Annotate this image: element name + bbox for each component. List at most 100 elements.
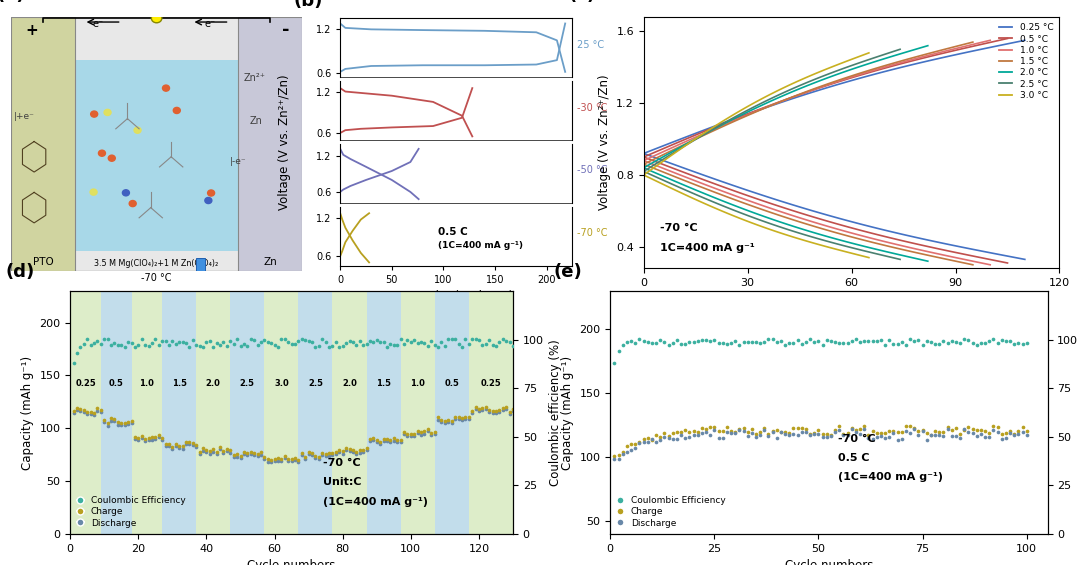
Point (997, 337, 1014, 346)
Point (835, 431, 852, 440)
Point (153, 337, 171, 346)
Bar (195, 259, 205, 279)
Point (454, 343, 471, 352)
Point (229, 452, 246, 461)
Point (814, 340, 832, 349)
Point (487, 341, 504, 350)
Point (307, 454, 324, 463)
Bar (401, 291, 434, 534)
Point (327, 337, 345, 346)
Point (92, 407, 109, 416)
Point (334, 447, 351, 456)
Point (477, 403, 495, 412)
Circle shape (91, 111, 97, 117)
Point (96, 418, 113, 427)
Point (71, 343, 89, 352)
Point (793, 424, 810, 433)
Point (897, 340, 915, 349)
Point (848, 425, 865, 434)
X-axis label: Capacity (mAh g⁻¹): Capacity (mAh g⁻¹) (400, 290, 513, 303)
Point (245, 335, 262, 344)
Point (215, 446, 232, 455)
Point (610, 455, 627, 464)
Point (801, 431, 819, 440)
Text: -70 °C: -70 °C (838, 433, 875, 444)
Point (806, 429, 823, 438)
Point (906, 425, 923, 434)
Point (927, 431, 944, 440)
Point (943, 425, 960, 434)
Y-axis label: Voltage (V vs. Zn²⁺/Zn): Voltage (V vs. Zn²⁺/Zn) (597, 75, 610, 211)
Point (873, 335, 890, 344)
Point (212, 443, 229, 452)
Point (664, 338, 681, 347)
Point (918, 428, 935, 437)
Point (164, 444, 181, 453)
Point (727, 337, 744, 346)
Point (885, 426, 902, 435)
Point (734, 338, 752, 347)
Point (756, 424, 773, 433)
Point (487, 406, 504, 415)
Point (123, 416, 140, 425)
Text: |-e⁻: |-e⁻ (230, 158, 246, 167)
Point (450, 340, 468, 349)
Point (868, 428, 886, 437)
Point (768, 433, 785, 442)
Point (902, 422, 919, 431)
Point (256, 453, 273, 462)
Point (685, 427, 702, 436)
Text: (a): (a) (0, 0, 25, 4)
Point (487, 408, 504, 418)
Point (1005, 340, 1023, 349)
Point (446, 414, 463, 423)
Point (443, 334, 460, 344)
Legend: 0.25 °C, 0.5 °C, 1.0 °C, 1.5 °C, 2.0 °C, 2.5 °C, 3.0 °C: 0.25 °C, 0.5 °C, 1.0 °C, 1.5 °C, 2.0 °C,… (997, 21, 1055, 102)
Point (392, 437, 409, 446)
Point (188, 340, 205, 349)
Point (286, 340, 303, 349)
Text: 2.5: 2.5 (240, 379, 255, 388)
Point (71, 405, 89, 414)
Point (372, 440, 389, 449)
Point (964, 424, 982, 433)
Point (248, 450, 266, 459)
Point (860, 433, 877, 442)
Point (419, 341, 436, 350)
Point (381, 437, 399, 446)
Point (103, 416, 120, 425)
Point (698, 336, 715, 345)
Point (153, 436, 171, 445)
Point (772, 427, 789, 436)
Point (1010, 426, 1027, 435)
Point (399, 432, 416, 441)
Point (718, 340, 735, 349)
Point (615, 447, 632, 457)
Text: 1.0: 1.0 (410, 379, 426, 388)
Point (221, 337, 239, 346)
Point (976, 427, 994, 436)
Point (639, 437, 657, 446)
Point (225, 340, 242, 349)
Point (372, 337, 389, 346)
Point (293, 335, 310, 344)
Point (253, 337, 270, 346)
Point (185, 440, 202, 449)
Point (777, 429, 794, 438)
Point (273, 455, 291, 464)
Point (357, 446, 375, 455)
Point (873, 429, 890, 438)
Point (313, 335, 330, 344)
Point (215, 337, 232, 346)
Point (495, 403, 512, 412)
Point (450, 415, 468, 424)
Bar (333, 291, 366, 534)
Point (259, 457, 276, 466)
Point (777, 428, 794, 437)
Point (345, 446, 362, 455)
Point (229, 334, 246, 344)
Point (943, 336, 960, 345)
Point (177, 437, 194, 446)
Point (191, 447, 208, 456)
Point (395, 427, 413, 436)
